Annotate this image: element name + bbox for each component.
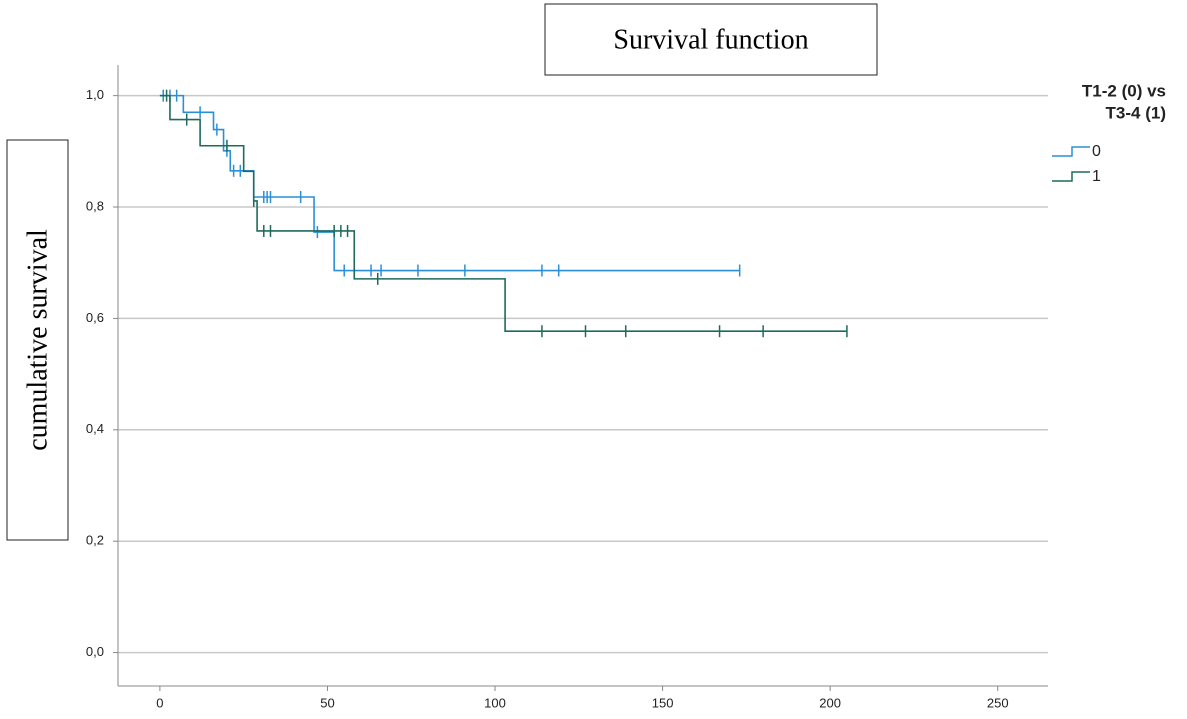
y-tick-label: 0,0	[86, 644, 104, 659]
x-tick-label: 0	[156, 695, 163, 710]
legend-title: T1-2 (0) vs	[1082, 81, 1166, 100]
legend-title: T3-4 (1)	[1106, 103, 1166, 122]
y-label-box	[6, 139, 69, 541]
legend-label: 0	[1092, 143, 1101, 160]
legend-swatch	[1052, 171, 1090, 182]
legend-label: 1	[1092, 168, 1101, 185]
chart-title: Survival function	[613, 24, 808, 55]
x-tick-label: 200	[819, 695, 841, 710]
y-tick-label: 0,4	[86, 421, 104, 436]
legend-swatch	[1052, 146, 1090, 157]
x-tick-label: 100	[484, 695, 506, 710]
y-tick-label: 0,8	[86, 198, 104, 213]
x-tick-label: 50	[320, 695, 334, 710]
y-tick-label: 1,0	[86, 87, 104, 102]
y-tick-label: 0,2	[86, 533, 104, 548]
x-tick-label: 150	[652, 695, 674, 710]
survival-curve	[159, 94, 847, 333]
y-tick-label: 0,6	[86, 310, 104, 325]
title-box	[544, 3, 878, 76]
y-axis-label: cumulative survival	[22, 229, 53, 451]
survival-curve	[159, 94, 740, 272]
x-tick-label: 250	[987, 695, 1009, 710]
